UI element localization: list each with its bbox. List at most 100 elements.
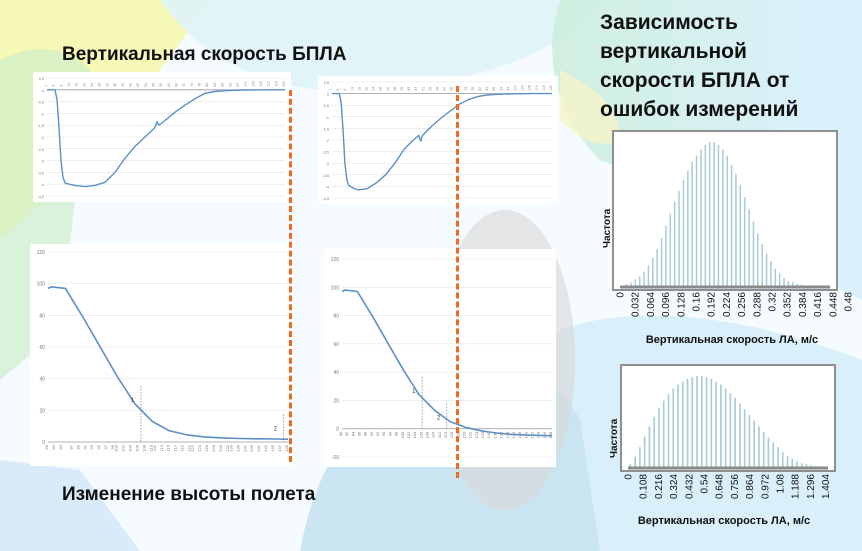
x-tick-label: 5 <box>336 89 340 91</box>
x-tick-label: 104 <box>412 431 417 438</box>
histogram-bottom-xticks: 0 0.108 0.216 0.324 0.432 0.54 0.648 0.756 0.864… <box>624 474 833 499</box>
y-tick-label: 120 <box>331 257 340 263</box>
x-tick-label: 32 <box>386 87 390 91</box>
point-label: 1 <box>131 398 135 404</box>
x-tick-label: 93 <box>499 87 503 91</box>
point-label: 2 <box>274 427 278 433</box>
x-tick-label: 105 <box>521 85 525 91</box>
x-tick-label: 119 <box>180 444 185 451</box>
x-tick-label: 1 <box>44 85 48 87</box>
y-tick-label: -1,5 <box>322 127 329 131</box>
histogram-top-ylabel: Частота <box>602 208 613 248</box>
x-tick-label: 0.288 <box>752 292 763 317</box>
x-tick-label: 130 <box>492 431 497 438</box>
x-tick-label: 98 <box>394 431 399 436</box>
x-tick-label: 117 <box>173 444 178 451</box>
histogram-top-svg <box>620 142 830 289</box>
x-tick-label: 101 <box>514 85 518 91</box>
marker-line-right <box>456 86 459 478</box>
x-tick-label: 0.256 <box>737 292 748 317</box>
x-tick-label: 36 <box>393 87 397 91</box>
x-tick-label: 0.108 <box>639 474 650 499</box>
x-tick-label: 82 <box>51 444 56 449</box>
x-tick-label: 100 <box>400 431 405 438</box>
y-tick-label: 60 <box>39 345 45 351</box>
x-tick-label: 13 <box>67 83 71 87</box>
y-tick-label: -0,5 <box>37 101 44 105</box>
x-tick-label: 112 <box>267 81 271 87</box>
x-tick-label: 0.432 <box>684 474 695 499</box>
histogram-top-xticks: 0 0.032 0.064 0.096 0.128 0.16 0.192 0.224 0.256… <box>616 292 855 317</box>
histogram-bottom-xlabel: Вертикальная скорость ЛА, м/с <box>637 515 811 527</box>
x-tick-label: 62 <box>167 83 171 87</box>
x-tick-label: 110 <box>148 444 153 451</box>
y-tick-label: 0 <box>327 93 329 97</box>
speed-chart-left-svg: 0,50-0,5-1-1,5-2-2,5-3-3,5-4-4,51 5 9 13 16 2… <box>37 77 286 199</box>
x-tick-label: 9 <box>343 89 347 91</box>
x-tick-label: 145 <box>270 444 275 451</box>
x-tick-label: 97 <box>236 83 240 87</box>
x-tick-label: 91 <box>82 444 87 449</box>
histogram-top-xlabel: Вертикальная скорость ЛА, м/с <box>645 334 819 346</box>
x-tick-label: 120 <box>282 81 286 87</box>
x-tick-label: 106 <box>134 444 139 451</box>
x-tick-label: 55 <box>428 87 432 91</box>
x-tick-label: 139 <box>249 444 254 451</box>
x-tick-label: 106 <box>418 431 423 438</box>
x-tick-label: 66 <box>175 83 179 87</box>
x-tick-label: 28 <box>379 87 383 91</box>
dependency-heading-line-4: ошибок измерений <box>600 98 799 121</box>
x-tick-label: 100 <box>114 444 119 451</box>
y-tick-label: -3,5 <box>322 174 329 178</box>
x-tick-label: 0.54 <box>700 474 711 494</box>
x-tick-label: 51 <box>421 87 425 91</box>
y-tick-label: 0,5 <box>324 81 329 85</box>
altitude-chart-left: 120 100 80 60 40 20 0 80 82 84 87 89 91 93 95 97 99 100 10… <box>30 244 294 466</box>
x-tick-label: 74 <box>190 83 194 87</box>
x-tick-label: 148 <box>548 431 553 438</box>
x-tick-label: 101 <box>244 81 248 87</box>
x-tick-label: 16 <box>357 87 361 91</box>
histogram-top-frame <box>612 130 838 291</box>
x-tick-label: 120 <box>549 85 553 91</box>
series-line <box>341 289 553 437</box>
x-tick-label: 20 <box>82 83 86 87</box>
x-tick-label: 124 <box>197 444 202 451</box>
series-line <box>332 92 552 191</box>
x-tick-label: 80 <box>44 444 49 449</box>
x-tick-label: 0.756 <box>730 474 741 499</box>
x-tick-label: 1.296 <box>806 474 817 499</box>
point-label: 1 <box>412 389 416 395</box>
x-tick-label: 80 <box>338 431 343 436</box>
x-tick-label: 0.48 <box>844 292 855 312</box>
x-tick-label: 97 <box>103 444 108 449</box>
y-tick-label: -0,5 <box>322 104 329 108</box>
y-tick-label: -1 <box>41 112 44 116</box>
x-tick-label: 89 <box>492 87 496 91</box>
y-tick-label: -1 <box>326 116 329 120</box>
x-tick-label: 132 <box>225 444 230 451</box>
x-tick-label: 66 <box>450 87 454 91</box>
x-tick-label: 0.384 <box>798 292 809 317</box>
speed-chart-right-svg: 0,50-0,5-1-1,5-2-2,5-3-3,5-4-4,51 5 9 13 16 2… <box>322 81 553 201</box>
x-tick-label: 110 <box>431 431 436 438</box>
x-tick-label: 74 <box>464 87 468 91</box>
x-tick-label: 82 <box>478 87 482 91</box>
x-tick-label: 114 <box>443 431 448 438</box>
y-tick-label: -3 <box>41 160 44 164</box>
y-tick-label: 100 <box>37 282 46 288</box>
y-tick-label: -4 <box>41 183 44 187</box>
x-tick-label: 84 <box>58 444 63 449</box>
x-tick-label: 32 <box>105 83 109 87</box>
x-tick-label: 0 <box>624 474 635 480</box>
x-tick-label: 88 <box>363 431 368 436</box>
x-tick-label: 13 <box>350 87 354 91</box>
dependency-heading-line-3: скорости БПЛА от <box>600 69 790 92</box>
x-tick-label: 59 <box>435 87 439 91</box>
x-tick-label: 113 <box>159 444 164 451</box>
y-tick-label: 40 <box>39 377 45 383</box>
x-tick-label: 0.224 <box>722 292 733 317</box>
y-tick-label: 80 <box>39 313 45 319</box>
